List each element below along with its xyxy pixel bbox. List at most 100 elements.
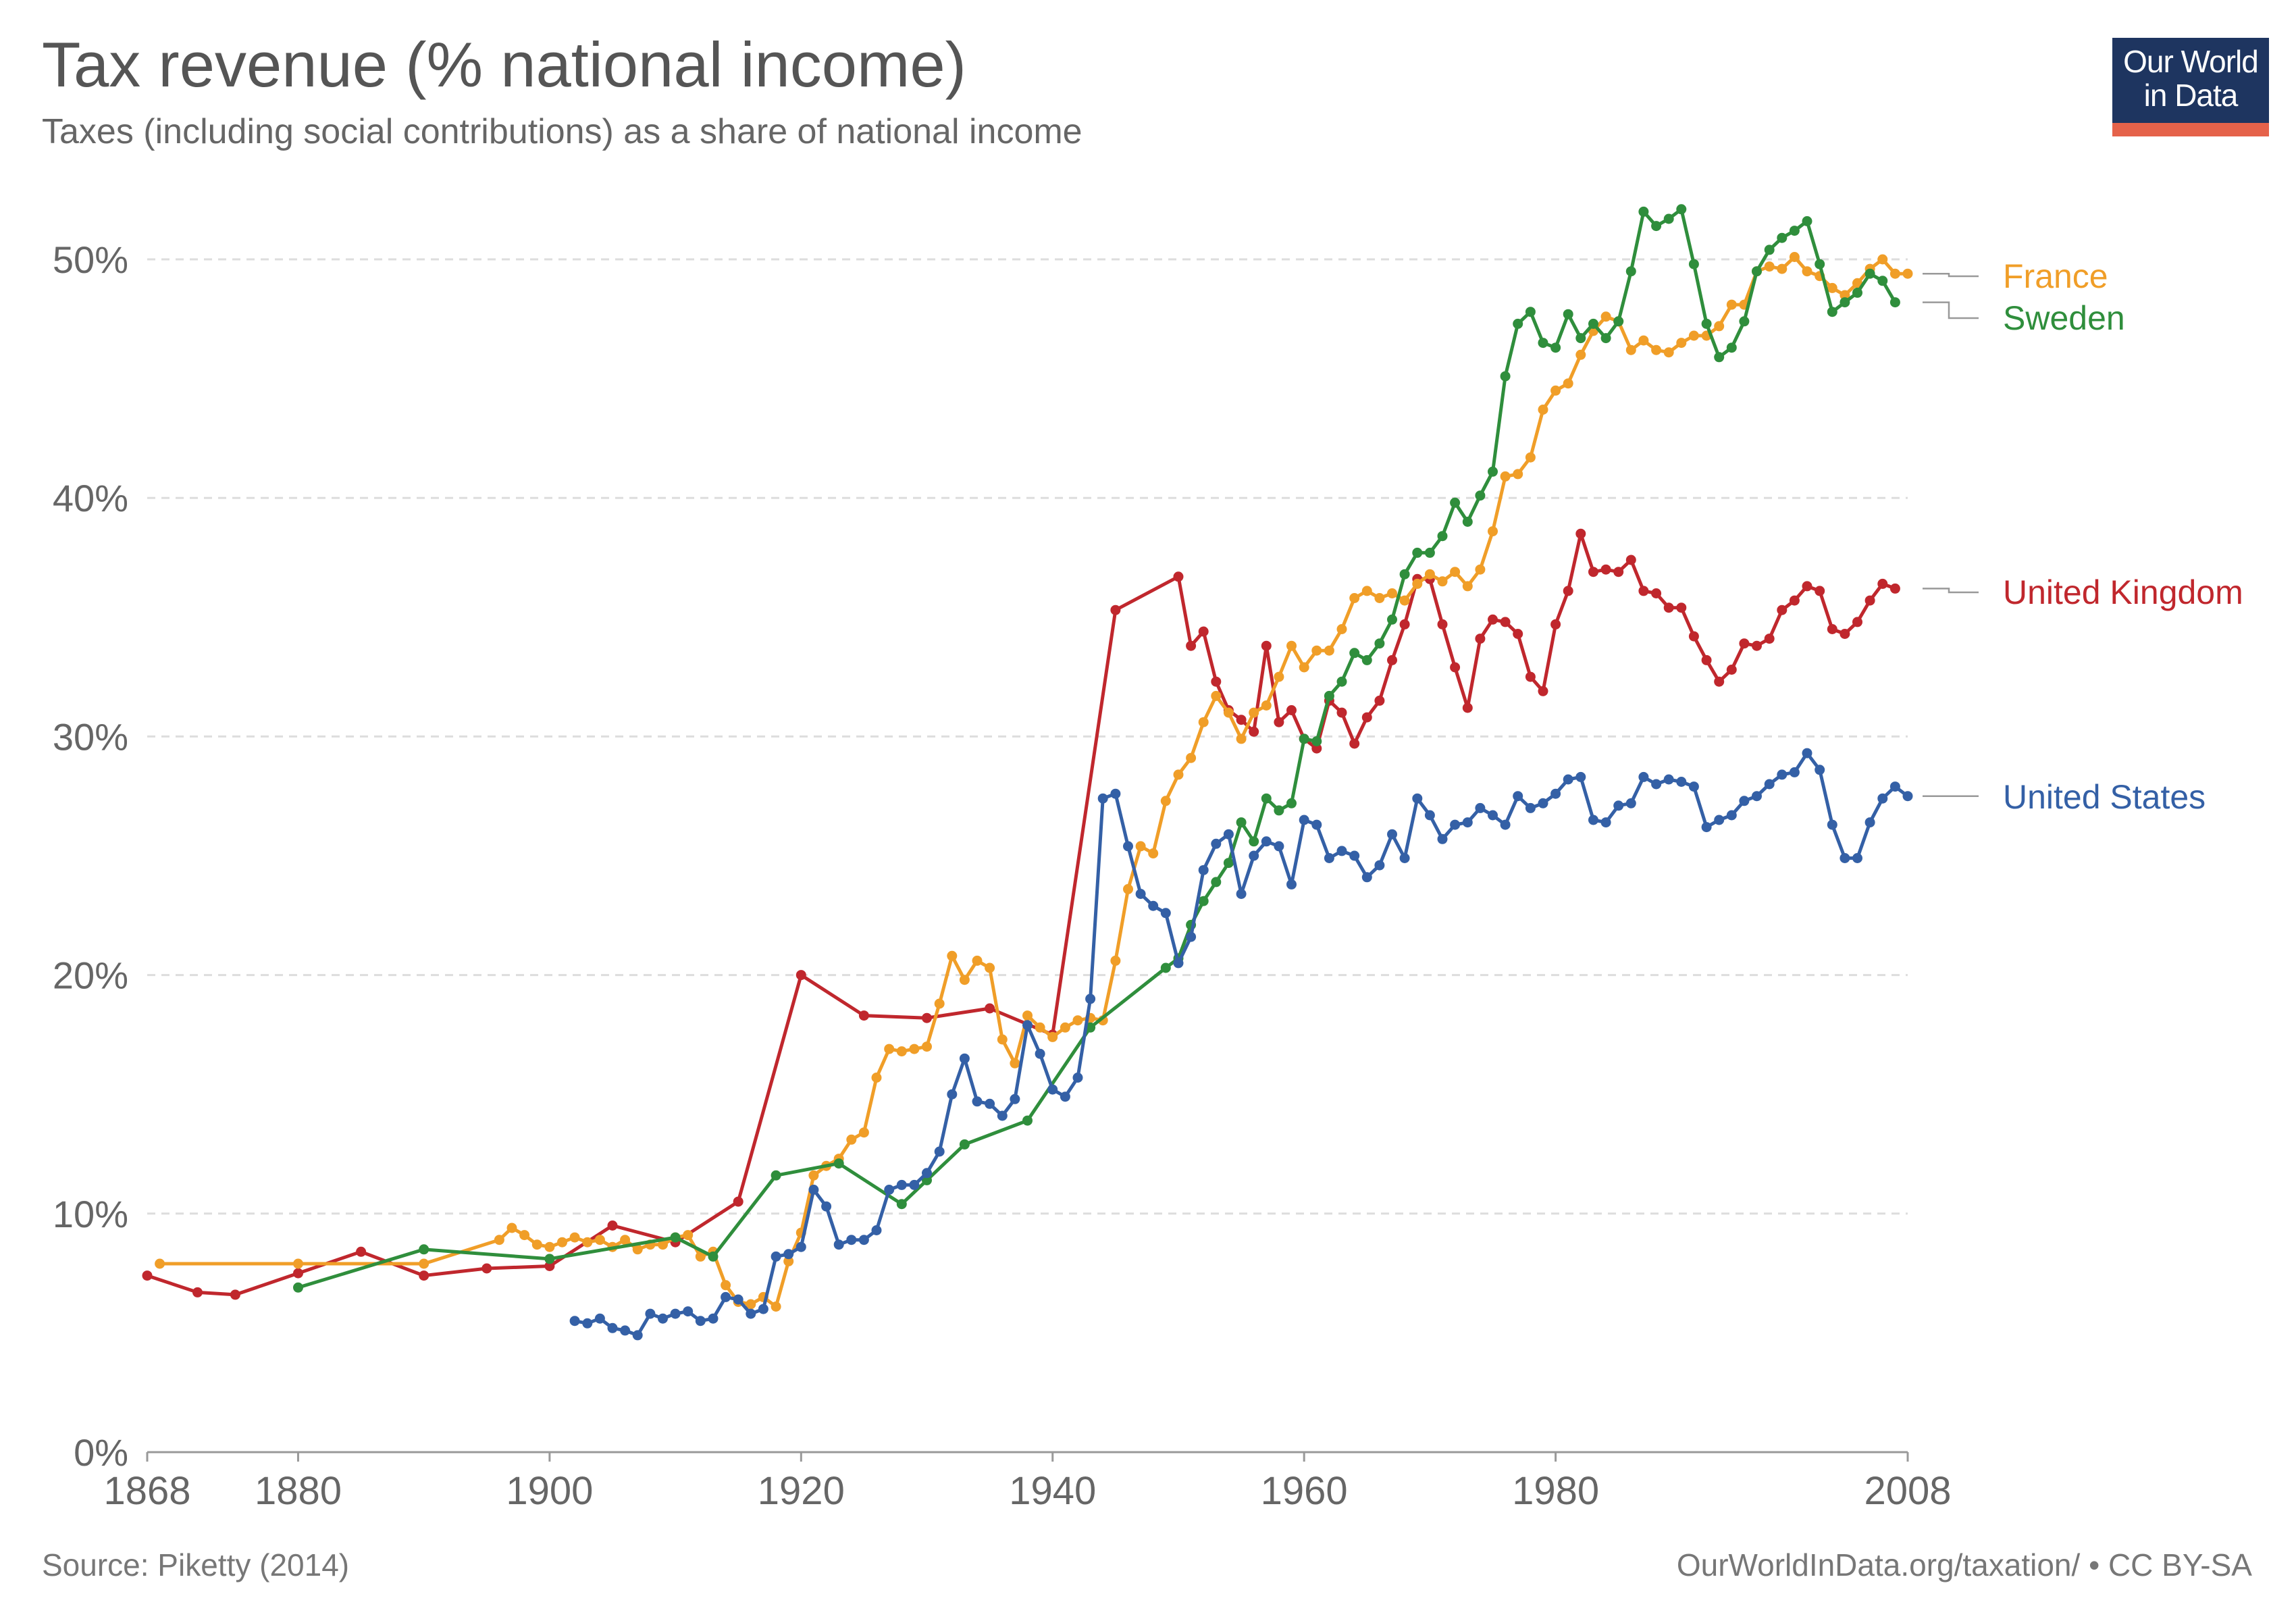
data-point-united-kingdom[interactable] [1815, 586, 1825, 596]
data-point-france[interactable] [1437, 576, 1448, 587]
data-point-france[interactable] [1123, 883, 1133, 894]
data-point-sweden[interactable] [1815, 259, 1825, 269]
data-point-united-kingdom[interactable] [1789, 595, 1800, 606]
data-point-united-states[interactable] [1035, 1048, 1045, 1059]
data-point-france[interactable] [1173, 769, 1184, 780]
data-point-united-kingdom[interactable] [607, 1220, 618, 1231]
data-point-united-kingdom[interactable] [1437, 619, 1448, 629]
data-point-france[interactable] [1513, 469, 1523, 480]
data-point-france[interactable] [922, 1041, 932, 1052]
data-point-united-states[interactable] [607, 1322, 618, 1333]
data-point-united-kingdom[interactable] [1173, 571, 1184, 582]
data-point-sweden[interactable] [1349, 648, 1360, 659]
data-point-united-states[interactable] [620, 1325, 631, 1336]
data-point-united-states[interactable] [1311, 819, 1322, 830]
data-point-france[interactable] [896, 1046, 907, 1057]
data-point-sweden[interactable] [1500, 371, 1511, 382]
data-point-france[interactable] [721, 1280, 731, 1291]
data-point-united-kingdom[interactable] [1827, 624, 1837, 634]
data-point-united-states[interactable] [1789, 767, 1800, 777]
data-point-france[interactable] [1311, 645, 1322, 656]
data-point-sweden[interactable] [1827, 307, 1837, 317]
data-point-united-states[interactable] [846, 1235, 857, 1245]
data-point-united-kingdom[interactable] [795, 970, 806, 981]
data-point-united-kingdom[interactable] [1387, 654, 1397, 665]
data-point-united-kingdom[interactable] [1739, 638, 1750, 649]
data-point-united-states[interactable] [771, 1251, 781, 1262]
data-point-united-states[interactable] [833, 1239, 844, 1250]
data-point-france[interactable] [1324, 645, 1334, 656]
data-point-united-kingdom[interactable] [1462, 702, 1473, 713]
data-point-sweden[interactable] [1550, 342, 1561, 353]
data-point-united-kingdom[interactable] [1877, 578, 1888, 589]
data-point-france[interactable] [1475, 564, 1486, 575]
data-point-united-states[interactable] [795, 1241, 806, 1252]
data-point-united-kingdom[interactable] [1651, 588, 1662, 598]
end-label-sweden[interactable]: Sweden [2003, 299, 2125, 337]
data-point-france[interactable] [1852, 278, 1862, 288]
data-point-united-states[interactable] [1097, 793, 1108, 804]
data-point-united-kingdom[interactable] [1752, 640, 1762, 651]
data-point-united-states[interactable] [922, 1168, 932, 1179]
data-point-united-kingdom[interactable] [1525, 671, 1536, 682]
data-point-united-states[interactable] [1600, 817, 1611, 828]
data-point-sweden[interactable] [833, 1158, 844, 1169]
data-point-france[interactable] [494, 1235, 504, 1245]
data-point-united-kingdom[interactable] [1336, 707, 1347, 718]
data-point-united-states[interactable] [1211, 838, 1222, 849]
data-point-united-states[interactable] [1462, 817, 1473, 828]
data-point-france[interactable] [1575, 349, 1586, 360]
data-point-france[interactable] [1462, 581, 1473, 592]
data-point-united-states[interactable] [670, 1308, 681, 1319]
data-point-france[interactable] [972, 955, 983, 966]
data-point-sweden[interactable] [1361, 654, 1372, 665]
data-point-united-states[interactable] [582, 1318, 593, 1329]
data-point-united-kingdom[interactable] [1488, 614, 1498, 625]
end-label-united-states[interactable]: United States [2003, 778, 2206, 816]
data-point-united-states[interactable] [1714, 815, 1725, 825]
data-point-united-kingdom[interactable] [985, 1003, 995, 1014]
data-point-france[interactable] [746, 1299, 756, 1310]
data-point-france[interactable] [1889, 268, 1900, 279]
data-point-united-kingdom[interactable] [1361, 712, 1372, 723]
data-point-france[interactable] [1299, 662, 1309, 673]
data-point-france[interactable] [1500, 471, 1511, 482]
data-point-united-states[interactable] [1160, 908, 1171, 919]
data-point-sweden[interactable] [1424, 547, 1435, 558]
data-point-united-states[interactable] [1186, 931, 1197, 942]
data-point-united-states[interactable] [683, 1306, 694, 1317]
data-point-france[interactable] [1412, 578, 1423, 589]
data-point-united-states[interactable] [1374, 860, 1385, 871]
data-point-france[interactable] [1223, 707, 1234, 718]
data-point-sweden[interactable] [771, 1170, 781, 1181]
data-point-united-states[interactable] [1538, 798, 1548, 808]
data-point-united-kingdom[interactable] [1399, 619, 1410, 629]
data-point-united-kingdom[interactable] [1802, 581, 1812, 592]
data-point-united-states[interactable] [985, 1098, 995, 1109]
data-point-france[interactable] [1789, 252, 1800, 262]
data-point-united-states[interactable] [972, 1096, 983, 1107]
data-point-united-states[interactable] [1022, 1020, 1033, 1031]
data-point-united-states[interactable] [1500, 819, 1511, 830]
data-point-sweden[interactable] [1613, 316, 1624, 327]
data-point-sweden[interactable] [544, 1254, 555, 1264]
data-point-sweden[interactable] [1488, 466, 1498, 477]
data-point-france[interactable] [871, 1073, 882, 1083]
data-point-united-kingdom[interactable] [1575, 528, 1586, 539]
data-point-united-states[interactable] [1475, 802, 1486, 813]
data-point-united-states[interactable] [1802, 748, 1812, 758]
data-point-france[interactable] [1638, 335, 1649, 346]
data-point-france[interactable] [419, 1258, 429, 1269]
data-point-united-kingdom[interactable] [1638, 586, 1649, 596]
data-point-united-kingdom[interactable] [1889, 583, 1900, 594]
data-point-sweden[interactable] [1198, 896, 1209, 906]
data-point-united-states[interactable] [695, 1316, 706, 1327]
data-point-united-states[interactable] [1173, 958, 1184, 969]
data-point-france[interactable] [658, 1239, 668, 1250]
data-point-france[interactable] [1676, 338, 1687, 349]
data-point-united-states[interactable] [1563, 774, 1573, 785]
data-point-france[interactable] [594, 1235, 605, 1245]
data-point-united-states[interactable] [858, 1235, 869, 1245]
data-point-france[interactable] [1249, 707, 1259, 718]
data-point-france[interactable] [1777, 263, 1788, 274]
